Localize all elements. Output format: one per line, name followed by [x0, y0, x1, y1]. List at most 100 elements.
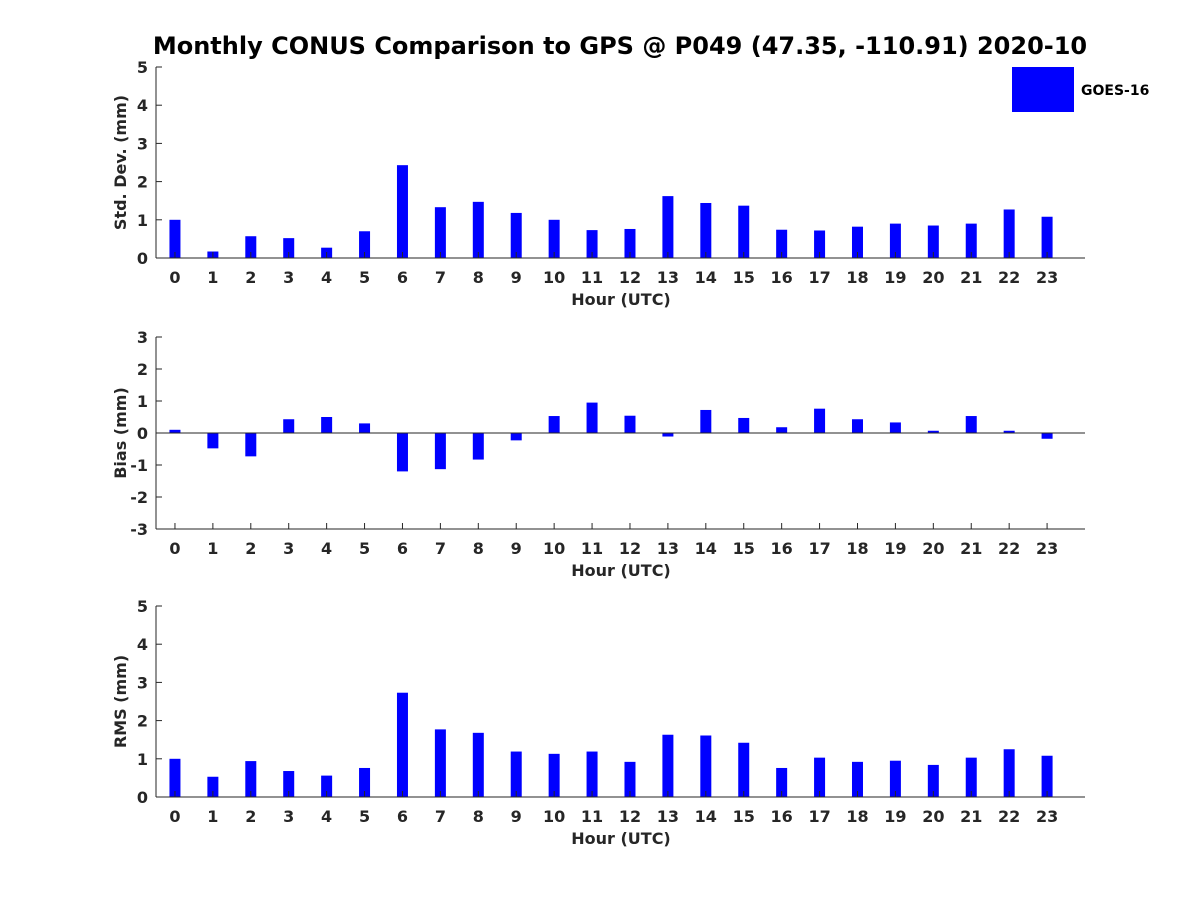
- rms-bar-10: [548, 753, 560, 797]
- rms-bar-2: [245, 761, 257, 797]
- rms-x-tick-label: 3: [283, 807, 294, 826]
- bias-x-tick-label: 15: [733, 539, 755, 558]
- std-dev-x-tick-label: 2: [245, 268, 256, 287]
- bias-y-tick-label: -2: [130, 488, 148, 507]
- std-dev-bar-9: [510, 212, 522, 258]
- bias-bar-18: [851, 419, 863, 433]
- std-dev-x-tick-label: 19: [884, 268, 906, 287]
- bias-y-label: Bias (mm): [111, 387, 130, 479]
- bias-bar-15: [738, 417, 750, 433]
- rms-x-tick-label: 0: [169, 807, 180, 826]
- bias-y-tick-label: 0: [137, 424, 148, 443]
- rms-bar-20: [927, 764, 939, 797]
- std-dev-bar-16: [776, 229, 788, 258]
- rms-bar-0: [169, 758, 181, 797]
- std-dev-x-tick-label: 15: [733, 268, 755, 287]
- rms-bar-12: [624, 761, 636, 797]
- std-dev-x-tick-label: 14: [695, 268, 717, 287]
- bias-x-tick-label: 9: [511, 539, 522, 558]
- bias-x-tick-label: 16: [771, 539, 793, 558]
- bias-y-tick-label: 1: [137, 392, 148, 411]
- bias-x-tick-label: 1: [207, 539, 218, 558]
- bias-x-tick-label: 3: [283, 539, 294, 558]
- bias-x-label: Hour (UTC): [571, 561, 671, 580]
- std-dev-x-tick-label: 18: [846, 268, 868, 287]
- rms-x-tick-label: 7: [435, 807, 446, 826]
- rms-y-tick-label: 3: [137, 673, 148, 692]
- bias-x-tick-label: 23: [1036, 539, 1058, 558]
- rms-bar-3: [283, 771, 295, 797]
- rms-x-tick-label: 11: [581, 807, 603, 826]
- bias-y-tick-label: 3: [137, 328, 148, 347]
- std-dev-bar-8: [472, 201, 484, 258]
- std-dev-bar-7: [434, 207, 446, 258]
- bias-x-tick-label: 6: [397, 539, 408, 558]
- std-dev-bar-10: [548, 219, 560, 258]
- rms-y-tick-label: 4: [137, 635, 148, 654]
- std-dev-x-tick-label: 10: [543, 268, 565, 287]
- rms-bar-5: [359, 767, 371, 797]
- rms-bar-23: [1041, 755, 1053, 797]
- bias-bar-3: [283, 419, 295, 433]
- bias-bar-13: [662, 433, 674, 437]
- std-dev-bar-3: [283, 238, 295, 258]
- bias-bar-17: [814, 408, 826, 433]
- std-dev-x-tick-label: 12: [619, 268, 641, 287]
- std-dev-bar-6: [396, 165, 408, 258]
- std-dev-y-tick-label: 0: [137, 249, 148, 268]
- bias-bar-12: [624, 415, 636, 433]
- rms-bar-21: [965, 757, 977, 797]
- rms-x-tick-label: 18: [846, 807, 868, 826]
- bias-y-tick-label: -3: [130, 520, 148, 539]
- std-dev-x-tick-label: 7: [435, 268, 446, 287]
- legend-swatch: [1012, 67, 1074, 112]
- std-dev-x-tick-label: 13: [657, 268, 679, 287]
- bias-bar-2: [245, 433, 257, 457]
- std-dev-bar-5: [359, 231, 371, 258]
- rms-x-tick-label: 2: [245, 807, 256, 826]
- rms-y-label: RMS (mm): [111, 655, 130, 748]
- std-dev-bar-20: [927, 225, 939, 258]
- std-dev-bar-23: [1041, 216, 1053, 258]
- rms-bar-11: [586, 751, 598, 797]
- std-dev-y-label: Std. Dev. (mm): [111, 95, 130, 230]
- std-dev-bar-11: [586, 230, 598, 258]
- bias-bar-16: [776, 427, 788, 433]
- rms-bar-14: [700, 735, 712, 797]
- rms-bar-22: [1003, 749, 1015, 797]
- std-dev-x-tick-label: 8: [473, 268, 484, 287]
- bias-x-tick-label: 22: [998, 539, 1020, 558]
- rms-x-tick-label: 1: [207, 807, 218, 826]
- std-dev-x-label: Hour (UTC): [571, 290, 671, 309]
- rms-x-tick-label: 15: [733, 807, 755, 826]
- bias-bar-23: [1041, 433, 1053, 439]
- bias-x-tick-label: 4: [321, 539, 332, 558]
- rms-x-tick-label: 6: [397, 807, 408, 826]
- bias-x-tick-label: 19: [884, 539, 906, 558]
- bias-x-tick-label: 11: [581, 539, 603, 558]
- bias-x-tick-label: 12: [619, 539, 641, 558]
- std-dev-x-tick-label: 3: [283, 268, 294, 287]
- bias-x-tick-label: 17: [808, 539, 830, 558]
- bias-bar-7: [434, 433, 446, 470]
- std-dev-bar-19: [889, 223, 901, 258]
- bias-x-tick-label: 20: [922, 539, 944, 558]
- rms-x-tick-label: 8: [473, 807, 484, 826]
- bias-y-tick-label: -1: [130, 456, 148, 475]
- bias-x-tick-label: 0: [169, 539, 180, 558]
- rms-y-tick-label: 5: [137, 597, 148, 616]
- bias-bar-10: [548, 416, 560, 433]
- bias-x-tick-label: 13: [657, 539, 679, 558]
- rms-x-tick-label: 10: [543, 807, 565, 826]
- std-dev-y-tick-label: 4: [137, 96, 148, 115]
- bias-x-tick-label: 10: [543, 539, 565, 558]
- legend: GOES-16: [1012, 67, 1149, 112]
- rms-x-tick-label: 5: [359, 807, 370, 826]
- rms-x-tick-label: 16: [771, 807, 793, 826]
- std-dev-bar-21: [965, 223, 977, 258]
- bias-bar-19: [889, 422, 901, 433]
- std-dev-x-tick-label: 9: [511, 268, 522, 287]
- bias-bar-1: [207, 433, 219, 449]
